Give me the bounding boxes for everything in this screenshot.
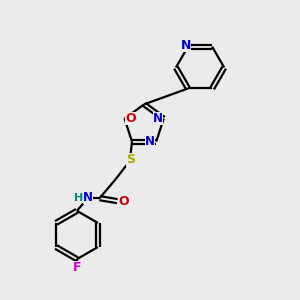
Text: N: N: [153, 112, 163, 125]
Text: O: O: [118, 195, 129, 208]
Text: N: N: [181, 39, 191, 52]
Text: O: O: [125, 112, 136, 125]
Text: S: S: [126, 153, 135, 167]
Text: H: H: [74, 193, 83, 203]
Text: F: F: [73, 261, 81, 274]
Text: N: N: [145, 135, 155, 148]
Text: N: N: [83, 191, 93, 204]
